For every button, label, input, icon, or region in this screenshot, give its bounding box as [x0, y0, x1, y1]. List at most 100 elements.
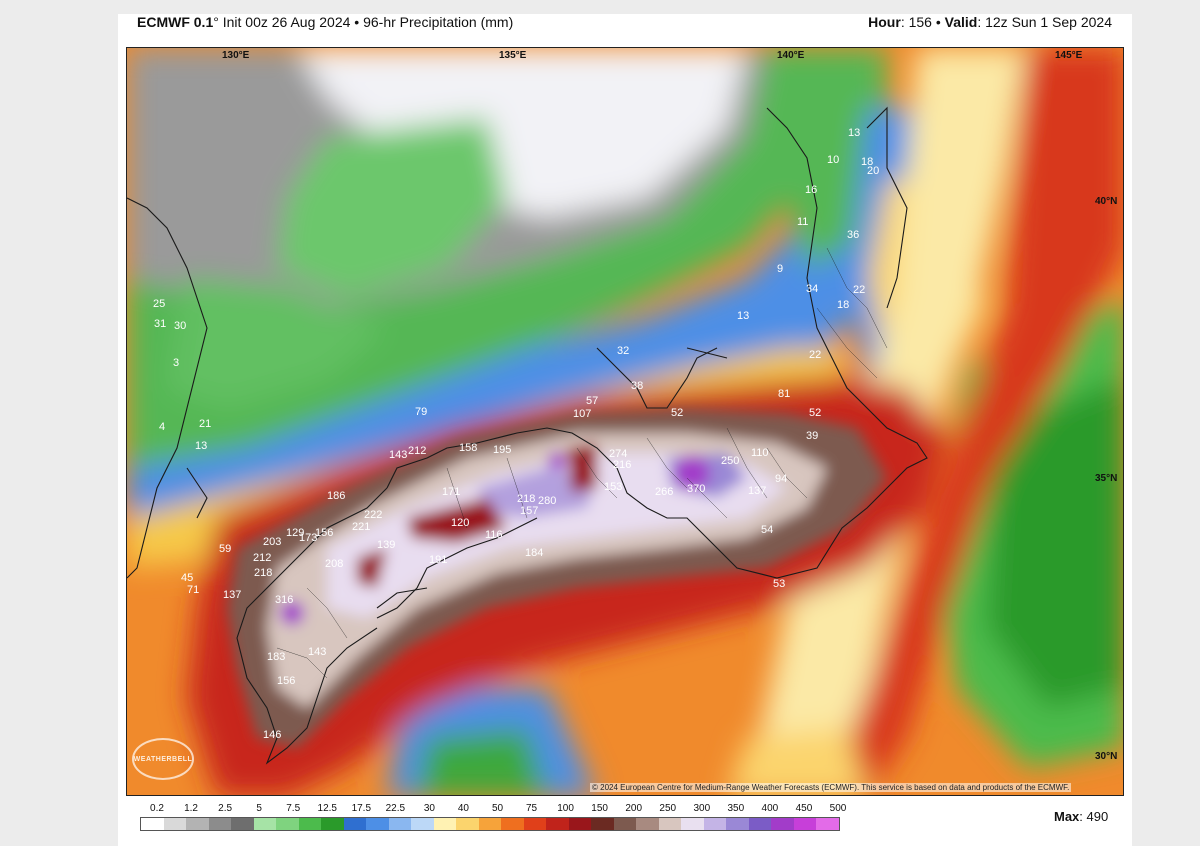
value-label: 36	[847, 229, 859, 241]
scale-swatch	[658, 818, 682, 830]
value-label: 186	[327, 490, 345, 502]
title-right: Hour: 156 • Valid: 12z Sun 1 Sep 2024	[868, 14, 1112, 30]
scale-tick-label: 2.5	[218, 803, 233, 814]
scale-swatch	[771, 818, 794, 830]
scale-swatch	[163, 818, 187, 830]
model-name: ECMWF 0.1	[137, 14, 214, 30]
lon-135-label: 135°E	[499, 50, 527, 61]
scale-swatch	[343, 818, 367, 830]
value-label: 143	[389, 449, 407, 461]
value-label: 316	[275, 594, 293, 606]
value-label: 9	[777, 263, 783, 275]
value-label: 18	[837, 299, 849, 311]
scale-tick-label: 300	[693, 803, 711, 814]
value-label: 81	[778, 388, 790, 400]
hour-value: 156	[908, 14, 932, 30]
value-label: 52	[809, 407, 821, 419]
value-label: 45	[181, 572, 193, 584]
value-label: 30	[174, 320, 186, 332]
hour-label: Hour	[868, 14, 901, 30]
value-label: 143	[308, 646, 326, 658]
scale-tick-label: 350	[727, 803, 745, 814]
value-label: 191	[429, 554, 447, 566]
value-label: 53	[773, 578, 785, 590]
degree-mark: °	[213, 14, 219, 30]
scale-swatch	[501, 818, 524, 830]
value-label: 274	[609, 448, 627, 460]
value-label: 173	[299, 532, 317, 544]
scale-tick-label: 500	[829, 803, 847, 814]
value-label: 129	[286, 527, 304, 539]
value-label: 212	[408, 445, 426, 457]
value-label: 13	[737, 310, 749, 322]
scale-swatch	[726, 818, 749, 830]
value-label: 52	[671, 407, 683, 419]
scale-tick-label: 50	[491, 803, 504, 814]
scale-tick-label: 100	[557, 803, 574, 814]
max-value: 490	[1086, 809, 1109, 824]
scale-tick-label: 250	[659, 803, 677, 814]
scale-swatch	[703, 818, 727, 830]
value-label: 184	[525, 547, 543, 559]
map-canvas: 130°E 135°E 140°E 145°E 40°N 35°N 30°N 1…	[127, 48, 1123, 795]
scale-swatch	[208, 818, 232, 830]
scale-tick-label: 5	[256, 803, 262, 814]
value-label: 22	[853, 284, 865, 296]
value-label: 11	[797, 216, 808, 228]
scale-swatch	[411, 818, 434, 830]
value-label: 20	[867, 165, 879, 177]
scale-swatch	[321, 818, 344, 830]
scale-swatch	[456, 818, 479, 830]
scale-swatch	[276, 818, 299, 830]
value-label: 222	[364, 509, 382, 521]
scale-swatch	[591, 818, 614, 830]
value-labels: 13 10 18 20 16 11 36 9 34 22 18 13 22 25…	[153, 127, 879, 741]
lat-30-label: 30°N	[1095, 751, 1117, 762]
title-bullet-2: •	[935, 14, 941, 30]
scale-tick-label: 17.5	[351, 803, 372, 814]
scale-bar	[140, 817, 840, 831]
valid-value: 12z Sun 1 Sep 2024	[985, 14, 1112, 30]
value-label: 21	[199, 418, 211, 430]
scale-tick-label: 450	[795, 803, 813, 814]
scale-tick-label: 1.2	[184, 803, 198, 814]
scale-swatch	[636, 818, 659, 830]
value-label: 3	[173, 357, 179, 369]
value-label: 250	[721, 455, 739, 467]
lat-40-label: 40°N	[1095, 196, 1117, 207]
value-label: 183	[267, 651, 285, 663]
scale-tick-label: 200	[625, 803, 643, 814]
value-label: 157	[520, 505, 538, 517]
value-label: 39	[806, 430, 818, 442]
value-label: 110	[751, 447, 769, 459]
lon-140-label: 140°E	[777, 50, 805, 61]
value-label: 54	[761, 524, 773, 536]
value-label: 18	[861, 156, 873, 168]
value-label: 13	[848, 127, 860, 139]
value-label: 146	[263, 729, 281, 741]
value-label: 156	[315, 527, 333, 539]
value-label: 79	[415, 406, 427, 418]
value-label: 59	[219, 543, 231, 555]
value-label: 153	[604, 481, 622, 493]
value-label: 203	[263, 536, 281, 548]
scale-swatch	[231, 818, 254, 830]
scale-tick-label: 12.5	[317, 803, 337, 814]
value-label: 22	[809, 349, 821, 361]
coastlines	[127, 106, 928, 765]
logo-text: WEATHERBELL	[133, 755, 193, 763]
value-label: 71	[187, 584, 199, 596]
value-label: 116	[485, 529, 503, 541]
prefecture-borders	[276, 247, 888, 679]
value-label: 38	[631, 380, 643, 392]
scale-swatch	[388, 818, 412, 830]
value-label: 212	[253, 552, 271, 564]
precipitation-map[interactable]: 130°E 135°E 140°E 145°E 40°N 35°N 30°N 1…	[126, 47, 1124, 796]
value-label: 31	[154, 318, 166, 330]
weatherbell-logo: WEATHERBELL	[132, 738, 194, 780]
value-label: 120	[451, 517, 469, 529]
init-time: Init 00z 26 Aug 2024	[222, 14, 351, 30]
scale-tick-label: 0.2	[150, 803, 164, 814]
scale-tick-label: 22.5	[385, 803, 406, 814]
scale-swatch	[298, 818, 322, 830]
